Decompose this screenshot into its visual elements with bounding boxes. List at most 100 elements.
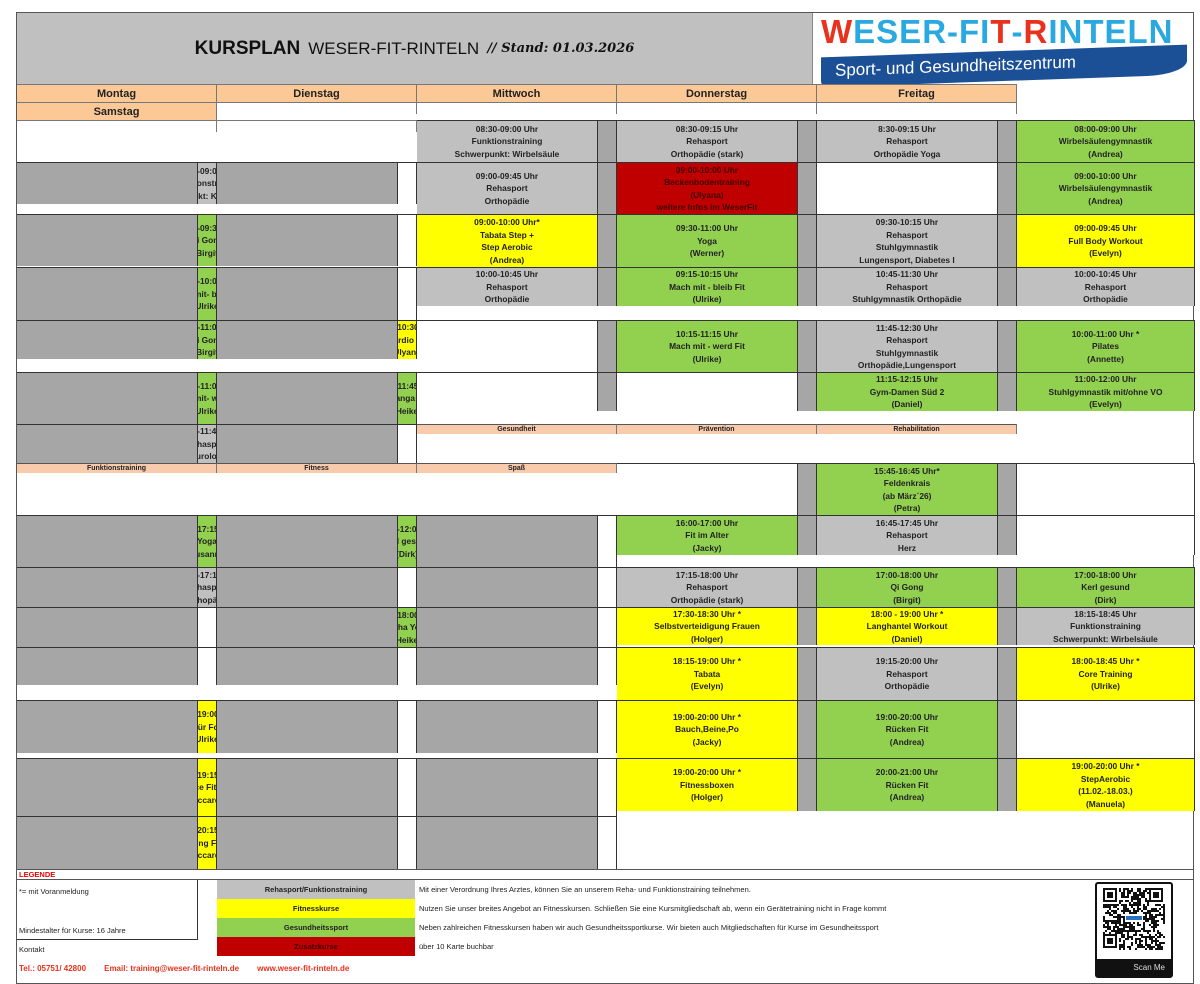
- course-cell[interactable]: 17:15-18:00 Uhr Rehasport Orthopädie (star…: [617, 567, 798, 607]
- course-cell[interactable]: 17:00-18:00 Uhr * Hatha Yoga(Heike): [398, 607, 417, 647]
- course-cell[interactable]: 10:00-11:00 Uhr * Pilates (Annette): [1017, 320, 1195, 372]
- spacer-column: [217, 515, 398, 567]
- category-label: Prävention: [617, 424, 817, 434]
- course-line: (Ulrike): [1091, 681, 1120, 692]
- empty-cell: [398, 424, 417, 463]
- course-cell[interactable]: 19:15-20:15 Uhr *Jumping Fitness (Riccard…: [198, 816, 217, 869]
- course-line: Ashtanga Yoga: [398, 393, 416, 404]
- course-cell[interactable]: 16:45-17:45 Uhr Rehasport Herz: [817, 515, 998, 555]
- spacer-column: [217, 647, 398, 685]
- course-line: Funktionstraining: [1070, 621, 1141, 632]
- course-line: Mach mit - werd Fit: [669, 341, 745, 352]
- spacer-column: [598, 120, 617, 162]
- course-cell[interactable]: 17:30-18:30 Uhr * Selbstverteidigung Frau…: [617, 607, 798, 645]
- course-cell[interactable]: 15:45-16:45 Uhr* Feldenkrais (ab März´26) (…: [817, 463, 998, 515]
- course-line: Rehasport: [686, 136, 728, 147]
- course-cell[interactable]: 11:00-12:00 Uhr Kerl gesund(Dirk): [398, 515, 417, 567]
- course-cell[interactable]: 19:00-20:00 Uhr * StepAerobic (11.02.-18.0…: [1017, 758, 1195, 811]
- blank-row-cell: [17, 120, 217, 132]
- course-cell[interactable]: 20:00-21:00 Uhr Rücken Fit (Andrea): [817, 758, 998, 811]
- course-line: Step Aerobic: [481, 242, 533, 252]
- category-label: Gesundheit: [417, 424, 617, 434]
- course-cell[interactable]: 17:00-18:00 Uhr Qi Gong (Birgit): [817, 567, 998, 607]
- course-cell[interactable]: 11:00-12:00 Uhr Stuhlgymnastik mit/ohne V…: [1017, 372, 1195, 411]
- course-cell[interactable]: 10:45-11:45 Uhr * Ashtanga Yoga(Heike): [398, 372, 417, 424]
- course-line: Jumping Fitness: [198, 837, 217, 848]
- spacer-column: [598, 267, 617, 306]
- course-cell[interactable]: 19:00-20:00 Uhr * Bauch,Beine,Po (Jacky): [617, 700, 798, 758]
- empty-cell: [417, 372, 598, 411]
- course-time: 11:00-12:00 Uhr: [398, 523, 417, 534]
- course-cell[interactable]: 10:00-11:00 Uhr Mach mit- werd Fit(Ulrike…: [198, 372, 217, 424]
- spacer-column: [998, 758, 1017, 811]
- course-cell[interactable]: 16:00-17:00 Uhr Fit im Alter (Jacky): [617, 515, 798, 555]
- course-line: Schwerpunkt: Wirbelsäule: [1053, 633, 1158, 644]
- course-cell[interactable]: 18:15-19:15 Uhr * Dance Fitness(Riccarda): [198, 758, 217, 816]
- course-cell[interactable]: 08:00-09:00 Uhr Wirbelsäulengymnastik (And…: [1017, 120, 1195, 162]
- course-line: Rehasport: [886, 229, 928, 240]
- day-header-dienstag: Dienstag: [217, 84, 417, 102]
- spacer-column: [998, 647, 1017, 700]
- course-line: Qi Gong: [198, 235, 216, 246]
- course-cell[interactable]: 18:15-18:45 Uhr Funktionstraining Schwerpu…: [1017, 607, 1195, 645]
- course-cell[interactable]: 08:30-09:00 Uhr FunktionstrainingSchwerpu…: [198, 162, 217, 204]
- course-line: Qi Gong: [890, 582, 924, 593]
- course-cell[interactable]: 10:15-11:15 Uhr Mach mit - werd Fit (Ulrik…: [617, 320, 798, 372]
- email-link[interactable]: Email: training@weser-fit-rinteln.de: [104, 964, 240, 973]
- course-cell[interactable]: 09:00-09:45 Uhr Full Body Workout (Evelyn): [1017, 214, 1195, 267]
- course-cell[interactable]: 18:00-19:00 Uhr *Zirkeltraining für Fort…: [198, 700, 217, 753]
- course-line: Rehasport: [198, 582, 217, 593]
- course-cell[interactable]: 10:00-10:45 Uhr Rehasport Orthopädie: [1017, 267, 1195, 306]
- qr-code[interactable]: Scan Me: [1095, 882, 1173, 978]
- course-cell[interactable]: 09:00-10:00 Uhr Wirbelsäulengymnastik (And…: [1017, 162, 1195, 214]
- course-line: Rehasport: [886, 335, 928, 345]
- course-cell[interactable]: 10:00-10:45 Uhr Rehasport Orthopädie: [417, 267, 598, 306]
- course-cell[interactable]: 09:15-10:15 Uhr Mach mit - bleib Fit (Ulri…: [617, 267, 798, 306]
- course-line: (Jacky): [692, 542, 722, 553]
- course-time: 09:00-10:00 Uhr: [1074, 170, 1137, 181]
- spacer-column: [17, 372, 198, 424]
- course-cell[interactable]: 11:45-12:30 Uhr Rehasport Stuhlgymnastik Or…: [817, 320, 998, 372]
- course-line: (Daniel): [891, 633, 923, 644]
- course-cell[interactable]: 10:45-11:30 Uhr Rehasport Stuhlgymnastik O…: [817, 267, 998, 306]
- course-cell[interactable]: 08:30-09:15 Uhr Rehasport Orthopädie (star…: [617, 120, 798, 162]
- course-cell[interactable]: 18:00-18:45 Uhr * Core Training (Ulrike): [1017, 647, 1195, 700]
- course-cell[interactable]: 18:15-19:00 Uhr * Tabata (Evelyn): [617, 647, 798, 700]
- day-header-montag: Montag: [17, 84, 217, 102]
- course-line: Feldenkrais: [883, 478, 931, 488]
- course-cell[interactable]: 09:30-10:15 Uhr Rehasport Stuhlgymnastik Lu…: [817, 214, 998, 267]
- empty-cell: [398, 647, 417, 685]
- spacer-column: [217, 816, 398, 869]
- course-time: 16:45-17:45 Uhr: [875, 517, 939, 528]
- course-cell[interactable]: 19:15-20:00 Uhr Rehasport Orthopädie: [817, 647, 998, 700]
- course-cell[interactable]: 09:00-09:30 Uhr Qi Gong(Birgit): [198, 214, 217, 266]
- spacer-column: [417, 647, 598, 685]
- empty-cell: [598, 758, 617, 816]
- course-cell[interactable]: 17:00-18:00 Uhr Kerl gesund (Dirk): [1017, 567, 1195, 607]
- spacer-column: [17, 700, 198, 753]
- course-cell[interactable]: 8:30-09:15 Uhr Rehasport Orthopädie Yoga: [817, 120, 998, 162]
- course-cell[interactable]: 15:45-17:15 Uhr * Yoga(Susanne): [198, 515, 217, 567]
- course-cell[interactable]: 18:00 - 19:00 Uhr * Langhantel Workout (Da…: [817, 607, 998, 645]
- course-cell[interactable]: 09:00-10:00 Uhr Beckenbodentraining (Ulyan…: [617, 162, 798, 214]
- spacer-column: [417, 607, 598, 647]
- stand-date: // Stand: 01.03.2026: [487, 41, 635, 56]
- course-time: 18:00-19:00 Uhr *: [198, 709, 216, 720]
- course-cell[interactable]: 09:30-10:30 Uhr *Cardio Fit (Ulyana): [398, 320, 417, 359]
- course-cell[interactable]: 19:00-20:00 Uhr Rücken Fit (Andrea): [817, 700, 998, 758]
- course-cell[interactable]: 11:15-12:15 Uhr Gym-Damen Süd 2 (Daniel): [817, 372, 998, 411]
- course-cell[interactable]: 09:00-09:45 Uhr Rehasport Orthopädie: [417, 162, 598, 214]
- course-time: 11:15-12:15 Uhr: [876, 374, 938, 385]
- course-time: 10:45-11:45 Uhr *: [398, 380, 416, 391]
- website-link[interactable]: www.weser-fit-rinteln.de: [257, 964, 350, 973]
- course-cell[interactable]: 09:30-11:00 Uhr Yoga (Werner): [617, 214, 798, 267]
- course-cell[interactable]: 09:00-10:00 Uhr* Tabata Step + Step Aerobi…: [417, 214, 598, 267]
- course-line: Neurologie: [198, 451, 217, 462]
- course-time: 09:00-10:00 Uhr: [675, 164, 739, 175]
- course-cell[interactable]: 19:00-20:00 Uhr * Fitnessboxen (Holger): [617, 758, 798, 811]
